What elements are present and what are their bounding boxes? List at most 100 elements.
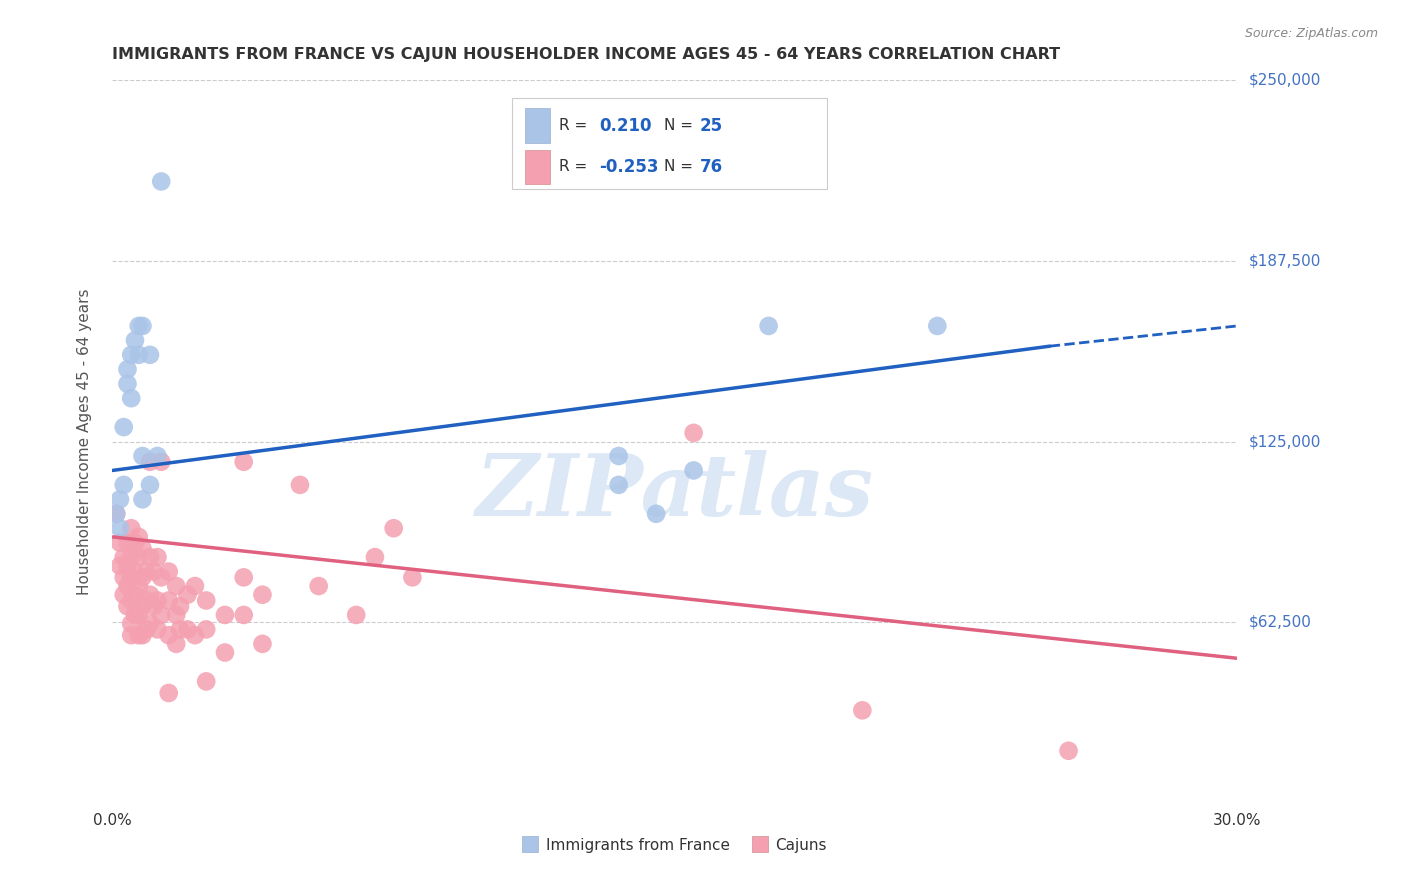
Point [195, 593, 218, 607]
Point [120, 616, 142, 631]
Point [184, 579, 207, 593]
Point [142, 565, 165, 579]
Point [108, 535, 131, 549]
Point [758, 318, 780, 333]
Point [607, 478, 630, 492]
Point [165, 579, 187, 593]
Text: R =: R = [560, 119, 592, 133]
Point [682, 463, 704, 477]
Point [131, 570, 153, 584]
Bar [526, 150, 550, 185]
Text: 0.210: 0.210 [599, 117, 652, 135]
Point [146, 449, 169, 463]
Point [157, 565, 180, 579]
Point [232, 570, 254, 584]
Point [607, 449, 630, 463]
Bar [526, 109, 550, 143]
Point [108, 492, 131, 507]
Point [117, 599, 139, 614]
Text: N =: N = [664, 119, 697, 133]
FancyBboxPatch shape [512, 98, 827, 189]
Text: $62,500: $62,500 [1249, 615, 1312, 630]
Point [135, 565, 157, 579]
Point [120, 570, 142, 584]
Text: -0.253: -0.253 [599, 158, 659, 176]
Point [117, 535, 139, 549]
Point [128, 579, 150, 593]
Point [112, 550, 135, 565]
Point [150, 455, 173, 469]
Point [120, 550, 142, 565]
Text: $250,000: $250,000 [1249, 73, 1320, 87]
Point [131, 492, 153, 507]
Point [139, 455, 162, 469]
Point [344, 607, 367, 622]
Point [364, 550, 387, 565]
Point [112, 588, 135, 602]
Point [105, 507, 128, 521]
Point [124, 607, 146, 622]
Point [120, 593, 142, 607]
Point [131, 541, 153, 556]
Point [169, 599, 191, 614]
Point [165, 607, 187, 622]
Point [232, 607, 254, 622]
Point [112, 478, 135, 492]
Point [117, 558, 139, 573]
Point [105, 507, 128, 521]
Point [128, 318, 150, 333]
Point [142, 599, 165, 614]
Point [128, 530, 150, 544]
Point [157, 628, 180, 642]
Point [108, 558, 131, 573]
Point [645, 507, 668, 521]
Point [131, 449, 153, 463]
Point [195, 623, 218, 637]
Point [117, 579, 139, 593]
Point [176, 588, 198, 602]
Text: IMMIGRANTS FROM FRANCE VS CAJUN HOUSEHOLDER INCOME AGES 45 - 64 YEARS CORRELATIO: IMMIGRANTS FROM FRANCE VS CAJUN HOUSEHOL… [112, 47, 1060, 62]
Legend: Immigrants from France, Cajuns: Immigrants from France, Cajuns [523, 838, 827, 853]
Text: ZIPatlas: ZIPatlas [475, 450, 875, 534]
Point [252, 637, 274, 651]
Point [120, 628, 142, 642]
Text: $125,000: $125,000 [1249, 434, 1320, 449]
Point [135, 623, 157, 637]
Point [124, 334, 146, 348]
Point [139, 616, 162, 631]
Point [184, 628, 207, 642]
Point [131, 628, 153, 642]
Point [682, 425, 704, 440]
Point [382, 521, 405, 535]
Text: $187,500: $187,500 [1249, 253, 1320, 268]
Point [135, 593, 157, 607]
Point [139, 478, 162, 492]
Point [124, 588, 146, 602]
Point [120, 348, 142, 362]
Text: 25: 25 [700, 117, 723, 135]
Point [131, 318, 153, 333]
Point [146, 593, 169, 607]
Point [288, 478, 311, 492]
Point [120, 521, 142, 535]
Point [1057, 744, 1080, 758]
Point [165, 637, 187, 651]
Point [120, 391, 142, 405]
Point [112, 420, 135, 434]
Point [117, 376, 139, 391]
Point [128, 348, 150, 362]
Point [131, 599, 153, 614]
Point [146, 550, 169, 565]
Point [157, 593, 180, 607]
Point [146, 623, 169, 637]
Point [195, 674, 218, 689]
Point [927, 318, 949, 333]
Point [128, 550, 150, 565]
Point [401, 570, 423, 584]
Text: R =: R = [560, 160, 592, 175]
Point [112, 570, 135, 584]
Point [108, 521, 131, 535]
Point [150, 174, 173, 188]
Point [128, 607, 150, 622]
Point [139, 588, 162, 602]
